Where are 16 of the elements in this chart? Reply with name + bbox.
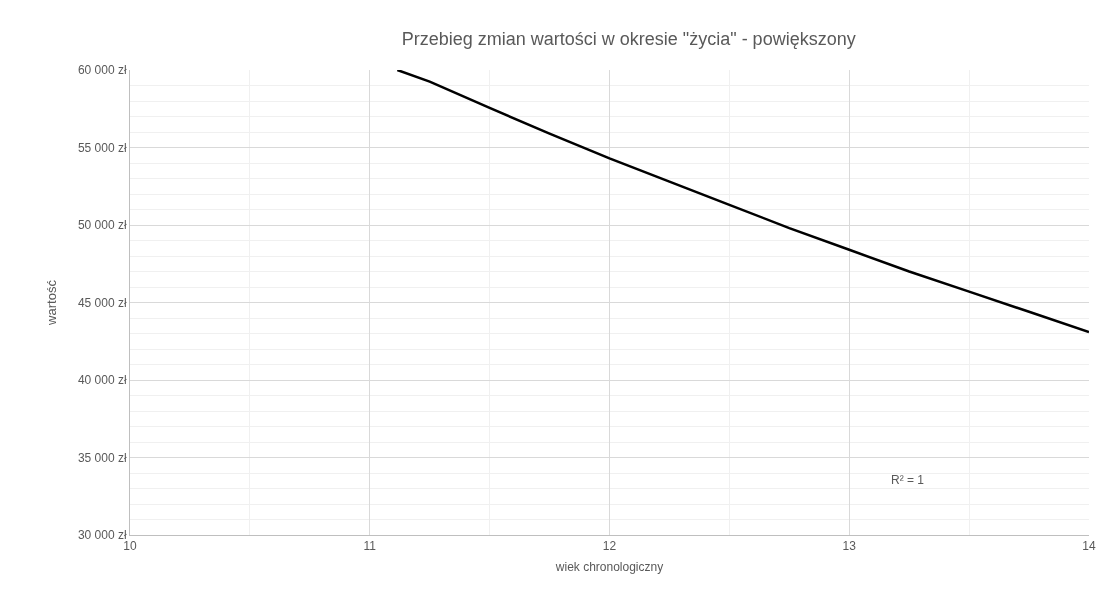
x-tick-label: 11 xyxy=(363,539,377,554)
x-tick-label: 12 xyxy=(602,539,617,554)
annotation: R² = 1 xyxy=(891,473,925,487)
y-tick-label: 45 000 zł xyxy=(77,295,127,310)
y-tick-label: 35 000 zł xyxy=(77,450,127,465)
x-tick-label: 13 xyxy=(842,539,857,554)
y-tick-label: 55 000 zł xyxy=(77,140,127,155)
y-tick-label: 60 000 zł xyxy=(77,63,127,78)
line-series xyxy=(396,70,1089,334)
x-tick-label: 14 xyxy=(1082,539,1096,554)
y-axis-title: wartość xyxy=(43,279,59,326)
x-tick-label: 10 xyxy=(123,539,137,554)
y-tick-label: 50 000 zł xyxy=(77,218,127,233)
y-tick-label: 40 000 zł xyxy=(77,373,127,388)
x-axis-title: wiek chronologiczny xyxy=(554,560,664,575)
chart-title: Przebieg zmian wartości w okresie "życia" - powiększony xyxy=(401,29,856,50)
